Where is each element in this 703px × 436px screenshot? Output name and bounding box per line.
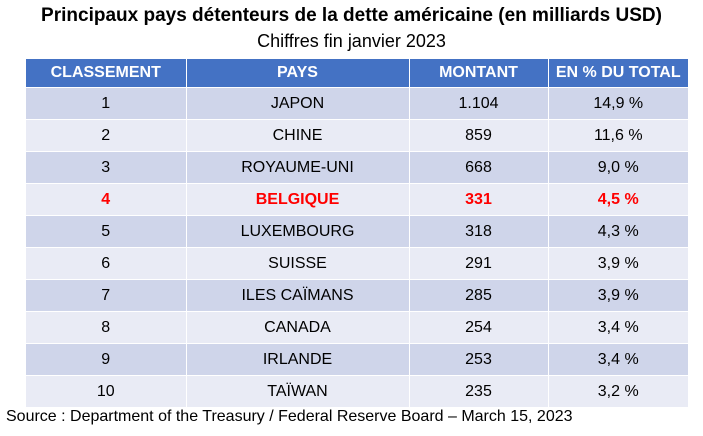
cell-country: TAÏWAN [186, 375, 410, 407]
cell-country: SUISSE [186, 247, 410, 280]
cell-amount: 235 [409, 375, 549, 407]
cell-amount: 318 [409, 215, 549, 248]
cell-percent: 14,9 % [548, 87, 688, 120]
cell-rank: 4 [26, 183, 187, 216]
cell-amount: 1.104 [409, 87, 549, 120]
cell-amount: 285 [409, 279, 549, 312]
table-body: 1 JAPON 1.104 14,9 % 2 CHINE 859 11,6 % 3 ROYAUME… [26, 87, 688, 407]
cell-rank: 1 [26, 87, 187, 120]
cell-rank: 2 [26, 119, 187, 152]
cell-rank: 9 [26, 343, 187, 376]
cell-amount: 331 [409, 183, 549, 216]
cell-country: BELGIQUE [186, 183, 410, 216]
cell-percent: 3,4 % [548, 311, 688, 344]
source-note: Source : Department of the Treasury / Fe… [6, 408, 573, 425]
cell-country: ILES CAÏMANS [186, 279, 410, 312]
cell-percent: 11,6 % [548, 119, 688, 152]
table-row: 1 JAPON 1.104 14,9 % [26, 87, 688, 120]
cell-percent: 3,4 % [548, 343, 688, 376]
table-row: 4 BELGIQUE 331 4,5 % [26, 183, 688, 216]
table-row: 6 SUISSE 291 3,9 % [26, 247, 688, 280]
cell-percent: 4,5 % [548, 183, 688, 216]
cell-country: CHINE [186, 119, 410, 152]
cell-percent: 4,3 % [548, 215, 688, 248]
cell-amount: 859 [409, 119, 549, 152]
table-header-row: CLASSEMENT PAYS MONTANT EN % DU TOTAL [26, 59, 688, 88]
table-row: 8 CANADA 254 3,4 % [26, 311, 688, 344]
cell-country: JAPON [186, 87, 410, 120]
cell-rank: 3 [26, 151, 187, 184]
cell-rank: 6 [26, 247, 187, 280]
cell-percent: 3,9 % [548, 279, 688, 312]
cell-country: ROYAUME-UNI [186, 151, 410, 184]
cell-amount: 254 [409, 311, 549, 344]
column-header-amount: MONTANT [409, 59, 549, 88]
table-row: 7 ILES CAÏMANS 285 3,9 % [26, 279, 688, 312]
table-row: 10 TAÏWAN 235 3,2 % [26, 375, 688, 407]
cell-percent: 3,2 % [548, 375, 688, 407]
cell-amount: 668 [409, 151, 549, 184]
table-row: 9 IRLANDE 253 3,4 % [26, 343, 688, 376]
cell-amount: 291 [409, 247, 549, 280]
cell-rank: 5 [26, 215, 187, 248]
cell-amount: 253 [409, 343, 549, 376]
table-row: 5 LUXEMBOURG 318 4,3 % [26, 215, 688, 248]
column-header-rank: CLASSEMENT [26, 59, 187, 88]
table-title: Principaux pays détenteurs de la dette a… [41, 5, 662, 26]
column-header-percent: EN % DU TOTAL [548, 59, 688, 88]
cell-country: IRLANDE [186, 343, 410, 376]
cell-percent: 9,0 % [548, 151, 688, 184]
table-row: 2 CHINE 859 11,6 % [26, 119, 688, 152]
cell-country: CANADA [186, 311, 410, 344]
cell-percent: 3,9 % [548, 247, 688, 280]
table-subtitle: Chiffres fin janvier 2023 [257, 31, 446, 51]
cell-rank: 7 [26, 279, 187, 312]
cell-rank: 8 [26, 311, 187, 344]
column-header-country: PAYS [186, 59, 410, 88]
table-row: 3 ROYAUME-UNI 668 9,0 % [26, 151, 688, 184]
cell-country: LUXEMBOURG [186, 215, 410, 248]
cell-rank: 10 [26, 375, 187, 407]
